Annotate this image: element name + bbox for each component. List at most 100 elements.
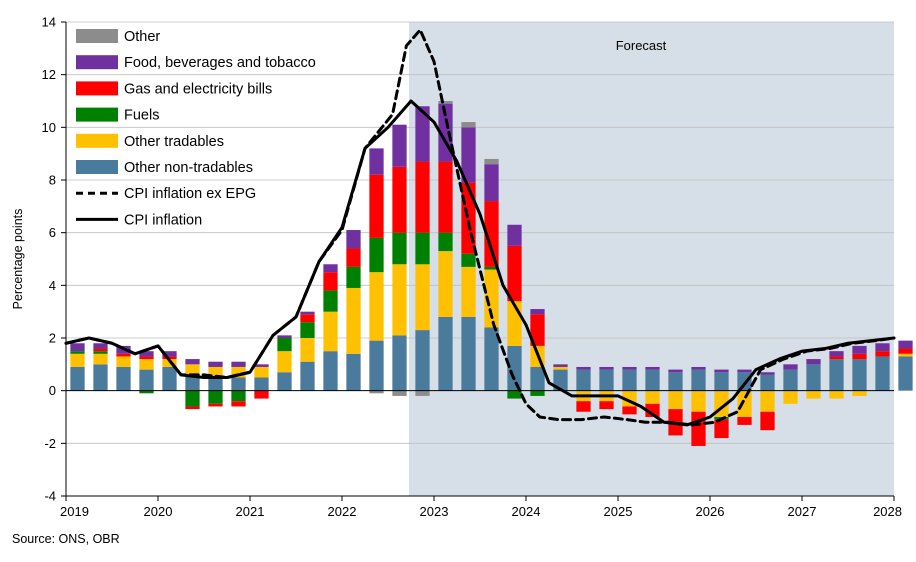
bar-segment: [668, 390, 683, 410]
bar-segment: [507, 345, 522, 391]
legend-label: Other non-tradables: [124, 160, 253, 176]
y-tick-label: 0: [49, 383, 56, 398]
bar-segment: [369, 237, 384, 273]
bar-segment: [875, 343, 890, 352]
legend-swatch: [76, 29, 118, 43]
bar-segment: [392, 264, 407, 336]
bar-segment: [898, 353, 913, 357]
bar-segment: [93, 364, 108, 391]
legend-label: Gas and electricity bills: [124, 81, 272, 97]
bar-segment: [668, 369, 683, 373]
bar-segment: [622, 366, 637, 370]
bar-segment: [852, 359, 867, 391]
bar-segment: [369, 148, 384, 175]
bar-segment: [461, 122, 476, 128]
bar-segment: [530, 390, 545, 396]
legend-swatch: [76, 107, 118, 122]
bar-segment: [323, 351, 338, 391]
legend-label: Other: [124, 29, 160, 45]
legend-label: Other tradables: [124, 134, 224, 150]
x-tick-label: 2019: [60, 504, 89, 519]
bar-segment: [645, 390, 660, 404]
bar-segment: [829, 390, 844, 399]
bar-segment: [392, 232, 407, 265]
bar-segment: [622, 369, 637, 391]
bar-segment: [852, 390, 867, 396]
bar-segment: [208, 390, 223, 404]
bar-segment: [300, 322, 315, 338]
legend-label: CPI inflation: [124, 212, 202, 228]
legend-label: Fuels: [124, 108, 159, 124]
x-tick-label: 2022: [328, 504, 357, 519]
bar-segment: [760, 390, 775, 412]
bar-segment: [852, 345, 867, 354]
bar-segment: [70, 351, 85, 354]
bar-segment: [254, 390, 269, 399]
bar-segment: [185, 406, 200, 410]
bar-segment: [760, 374, 775, 391]
bar-segment: [691, 411, 706, 446]
bar-segment: [185, 359, 200, 365]
bar-segment: [369, 340, 384, 391]
bar-segment: [277, 335, 292, 338]
bar-segment: [139, 369, 154, 391]
bar-segment: [461, 316, 476, 391]
bar-segment: [93, 348, 108, 352]
bar-segment: [369, 174, 384, 238]
bar-segment: [553, 366, 568, 370]
bar-segment: [875, 356, 890, 391]
bar-segment: [208, 361, 223, 367]
legend-label: Food, beverages and tobacco: [124, 55, 316, 71]
bar-segment: [461, 253, 476, 267]
bar-segment: [484, 269, 499, 328]
bar-segment: [599, 369, 614, 391]
bar-segment: [484, 158, 499, 165]
x-tick-label: 2023: [420, 504, 449, 519]
bar-segment: [231, 401, 246, 407]
bar-segment: [162, 366, 177, 391]
bar-segment: [162, 351, 177, 357]
bar-segment: [737, 369, 752, 373]
legend-swatch: [76, 160, 118, 174]
bar-segment: [852, 353, 867, 360]
bar-segment: [714, 372, 729, 391]
bar-segment: [737, 372, 752, 391]
bar-segment: [70, 343, 85, 352]
bar-segment: [231, 377, 246, 391]
bar-segment: [553, 369, 568, 391]
bar-segment: [438, 161, 453, 233]
bar-segment: [392, 124, 407, 167]
bar-segment: [484, 201, 499, 267]
bar-segment: [139, 356, 154, 360]
bar-segment: [829, 359, 844, 391]
bar-segment: [438, 316, 453, 391]
y-tick-label: 6: [49, 225, 56, 240]
bar-segment: [737, 390, 752, 417]
bar-segment: [415, 264, 430, 331]
bar-segment: [576, 401, 591, 412]
bar-segment: [277, 372, 292, 391]
y-tick-label: -4: [44, 489, 56, 504]
bar-segment: [254, 366, 269, 378]
x-tick-label: 2021: [236, 504, 265, 519]
bar-segment: [829, 356, 844, 360]
y-tick-label: 14: [42, 15, 56, 30]
bar-segment: [484, 266, 499, 270]
bar-segment: [898, 340, 913, 349]
bar-segment: [438, 251, 453, 317]
bar-segment: [139, 359, 154, 370]
bar-segment: [645, 369, 660, 391]
bar-segment: [691, 369, 706, 391]
bar-segment: [346, 230, 361, 249]
bar-segment: [277, 351, 292, 373]
bar-segment: [300, 338, 315, 362]
bar-segment: [254, 364, 269, 367]
legend-swatch: [76, 55, 118, 70]
bar-segment: [415, 161, 430, 233]
bar-segment: [392, 335, 407, 391]
x-tick-label: 2028: [873, 504, 902, 519]
legend-swatch: [76, 133, 118, 148]
bar-segment: [346, 266, 361, 288]
bar-segment: [668, 372, 683, 391]
